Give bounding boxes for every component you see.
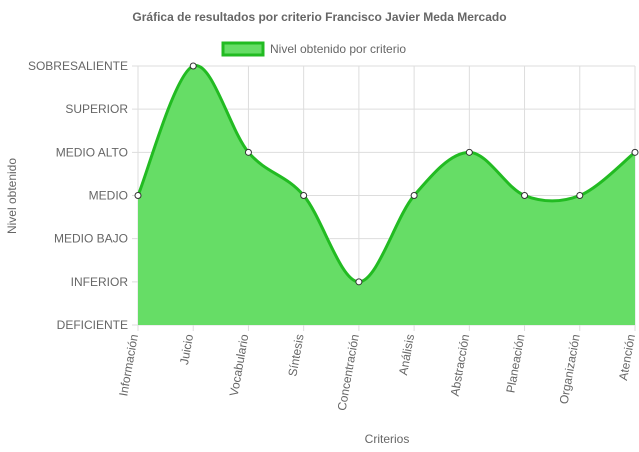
data-point[interactable]: [189, 62, 197, 70]
data-point[interactable]: [355, 278, 363, 286]
legend[interactable]: Nivel obtenido por criterio: [221, 41, 406, 57]
data-points: [134, 62, 639, 286]
legend-label: Nivel obtenido por criterio: [270, 42, 406, 56]
x-tick-label: Síntesis: [285, 333, 306, 377]
data-point[interactable]: [631, 148, 639, 156]
series-area: [138, 65, 635, 325]
chart-title: Gráfica de resultados por criterio Franc…: [132, 10, 506, 24]
legend-swatch: [221, 41, 265, 57]
x-tick-label: Abstracción: [448, 333, 473, 397]
x-tick-label: Organización: [557, 333, 583, 405]
y-tick-label: MEDIO: [89, 189, 128, 203]
y-tick-label: SUPERIOR: [65, 102, 128, 116]
x-tick-label: Información: [116, 333, 141, 397]
x-tick-label: Análisis: [396, 333, 417, 376]
x-tick-label: Vocabulario: [227, 333, 252, 398]
y-axis-ticks: DEFICIENTE INFERIOR MEDIO BAJO MEDIO MEDIO A…: [28, 59, 128, 332]
y-tick-label: MEDIO ALTO: [56, 145, 128, 159]
data-point[interactable]: [244, 148, 252, 156]
data-point[interactable]: [410, 192, 418, 199]
x-tick-label: Atención: [616, 333, 638, 381]
data-point[interactable]: [521, 192, 529, 199]
y-tick-label: MEDIO BAJO: [54, 232, 128, 246]
data-point[interactable]: [134, 192, 142, 199]
y-axis-label: Nivel obtenido: [5, 158, 19, 234]
data-point[interactable]: [300, 192, 308, 199]
y-tick-label: DEFICIENTE: [57, 318, 128, 332]
y-tick-label: INFERIOR: [71, 275, 129, 289]
y-tick-label: SOBRESALIENTE: [28, 59, 128, 73]
x-axis-label: Criterios: [365, 432, 410, 446]
x-tick-label: Planeación: [503, 333, 527, 394]
x-tick-label: Concentración: [335, 333, 362, 412]
data-point[interactable]: [465, 148, 473, 156]
x-axis-ticks: Información Juicio Vocabulario Síntesis Conc…: [116, 333, 638, 412]
data-point[interactable]: [576, 192, 584, 199]
x-tick-label: Juicio: [177, 333, 196, 366]
